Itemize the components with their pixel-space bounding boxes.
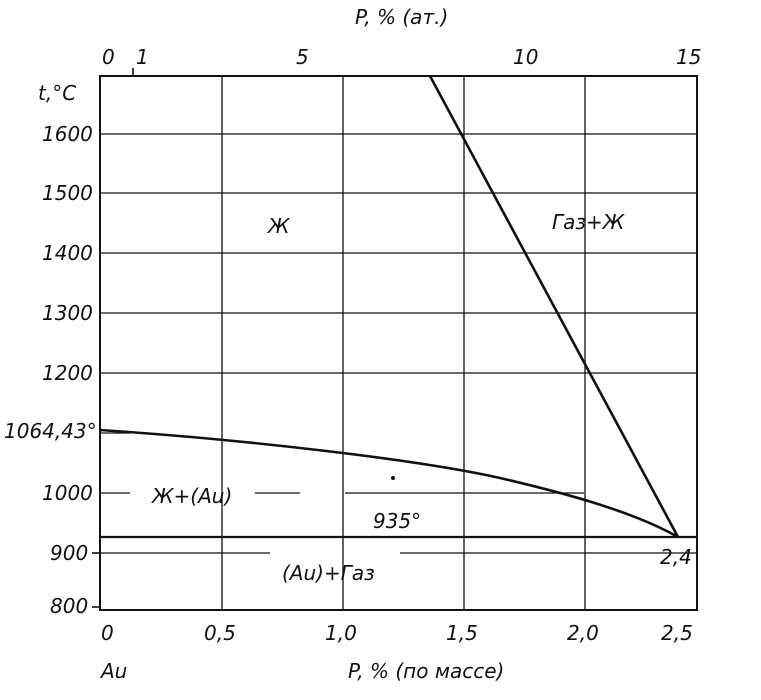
y-tick-label-1500: 1500 bbox=[42, 181, 93, 205]
eutectic-temperature-label: 935° bbox=[373, 509, 421, 533]
bottom-tick-label-1-5: 1,5 bbox=[446, 621, 478, 645]
top-tick-label-5: 5 bbox=[296, 45, 309, 69]
bottom-tick-label-1-0: 1,0 bbox=[325, 621, 357, 645]
y-tick-label-900: 900 bbox=[50, 541, 88, 565]
bottom-tick-label-0: 0 bbox=[101, 621, 114, 645]
y-tick-label-1600: 1600 bbox=[42, 122, 93, 146]
bottom-tick-label-2-5: 2,5 bbox=[661, 621, 693, 645]
bottom-tick-label-2-0: 2,0 bbox=[567, 621, 599, 645]
top-axis-label: P, % (ат.) bbox=[355, 5, 448, 29]
top-tick-label-15: 15 bbox=[676, 45, 701, 69]
region-label-gas-liquid: Газ+Ж bbox=[552, 210, 626, 234]
y-tick-label-800: 800 bbox=[50, 594, 88, 618]
region-label-au-gas: (Au)+Газ bbox=[282, 561, 375, 585]
plot-frame bbox=[99, 75, 698, 611]
y-tick-label-1064: 1064,43° bbox=[4, 419, 97, 443]
bottom-tick-label-0-5: 0,5 bbox=[204, 621, 236, 645]
region-label-liquid-au: Ж+(Au) bbox=[150, 484, 232, 508]
top-tick-label-0: 0 bbox=[102, 45, 115, 69]
y-tick-label-1000: 1000 bbox=[42, 481, 93, 505]
liquidus-curve bbox=[99, 428, 679, 539]
top-tick-label-10: 10 bbox=[513, 45, 538, 69]
eutectic-composition-label: 2,4 bbox=[660, 545, 692, 569]
gas-liquid-boundary bbox=[428, 75, 680, 538]
y-tick-label-1400: 1400 bbox=[42, 241, 93, 265]
element-label-au: Au bbox=[99, 659, 127, 683]
y-tick-label-1300: 1300 bbox=[42, 301, 93, 325]
y-axis-label: t,°С bbox=[38, 81, 76, 105]
bottom-axis-label: P, % (по массе) bbox=[348, 659, 504, 683]
data-point-dot bbox=[391, 476, 395, 480]
top-tick-label-1: 1 bbox=[136, 45, 149, 69]
y-tick-label-1200: 1200 bbox=[42, 361, 93, 385]
region-label-liquid: Ж bbox=[266, 214, 291, 238]
